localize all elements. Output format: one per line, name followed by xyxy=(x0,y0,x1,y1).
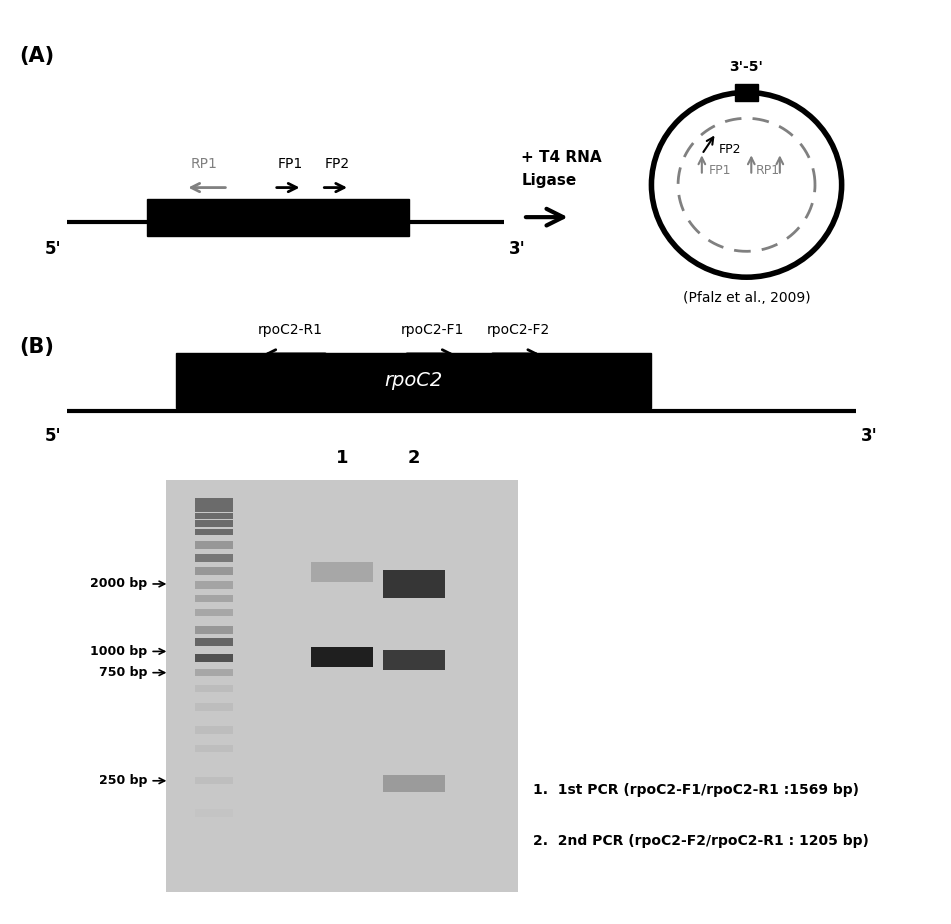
Text: FP1: FP1 xyxy=(708,164,731,177)
Bar xyxy=(382,650,444,670)
Text: 5': 5' xyxy=(46,427,62,444)
Text: 1.  1st PCR (rpoC2-F1/rpoC2-R1 :1569 bp): 1. 1st PCR (rpoC2-F1/rpoC2-R1 :1569 bp) xyxy=(533,783,859,797)
Text: 1: 1 xyxy=(336,449,349,467)
Bar xyxy=(147,199,409,236)
Bar xyxy=(195,529,233,535)
Bar xyxy=(195,626,233,634)
Text: RP1: RP1 xyxy=(756,164,780,177)
Bar xyxy=(195,809,233,817)
Bar xyxy=(195,638,233,646)
Text: FP1: FP1 xyxy=(278,157,302,171)
Bar xyxy=(311,647,373,667)
Bar xyxy=(195,595,233,602)
Bar xyxy=(166,480,518,892)
Text: rpoC2-F2: rpoC2-F2 xyxy=(487,323,550,337)
Bar xyxy=(195,669,233,676)
Bar xyxy=(195,581,233,589)
Text: rpoC2-F1: rpoC2-F1 xyxy=(401,323,464,337)
Text: FP2: FP2 xyxy=(325,157,350,171)
Text: 3': 3' xyxy=(861,427,878,444)
Text: rpoC2-R1: rpoC2-R1 xyxy=(258,323,322,337)
Bar xyxy=(176,353,651,408)
Bar xyxy=(735,84,758,101)
Bar xyxy=(195,777,233,784)
Text: (A): (A) xyxy=(19,46,54,67)
Bar xyxy=(195,609,233,616)
Bar xyxy=(195,745,233,752)
Bar xyxy=(382,775,444,792)
Bar xyxy=(195,685,233,692)
Text: (B): (B) xyxy=(19,337,54,358)
Text: rpoC2: rpoC2 xyxy=(384,371,443,390)
Bar xyxy=(195,726,233,734)
Text: 2000 bp: 2000 bp xyxy=(90,578,147,590)
Text: 1000 bp: 1000 bp xyxy=(90,645,147,658)
Bar xyxy=(195,554,233,562)
Bar xyxy=(382,570,444,598)
Bar xyxy=(195,505,233,512)
Bar xyxy=(195,520,233,527)
Text: Ligase: Ligase xyxy=(521,173,576,188)
Text: 3'-5': 3'-5' xyxy=(729,60,764,74)
Bar xyxy=(195,703,233,711)
Text: 250 bp: 250 bp xyxy=(99,774,147,787)
Bar xyxy=(195,498,233,505)
Text: 2: 2 xyxy=(407,449,420,467)
Text: + T4 RNA: + T4 RNA xyxy=(521,150,602,164)
Text: 750 bp: 750 bp xyxy=(99,666,147,679)
Text: RP1: RP1 xyxy=(191,157,218,171)
Text: 3': 3' xyxy=(509,240,526,258)
Bar xyxy=(195,541,233,549)
Text: (Pfalz et al., 2009): (Pfalz et al., 2009) xyxy=(683,291,810,305)
Text: FP2: FP2 xyxy=(719,143,742,156)
Bar xyxy=(195,513,233,519)
Bar xyxy=(311,562,373,582)
Text: 5': 5' xyxy=(46,240,62,258)
Text: 2.  2nd PCR (rpoC2-F2/rpoC2-R1 : 1205 bp): 2. 2nd PCR (rpoC2-F2/rpoC2-R1 : 1205 bp) xyxy=(533,833,868,848)
Bar xyxy=(195,567,233,575)
Bar xyxy=(195,654,233,662)
